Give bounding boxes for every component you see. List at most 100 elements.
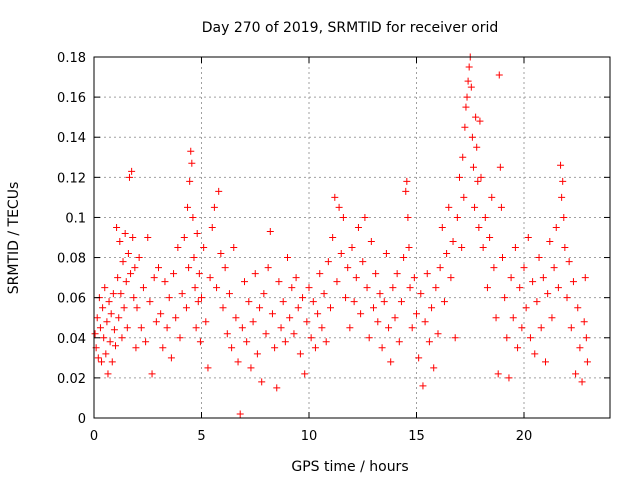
data-point (339, 213, 347, 221)
data-point (121, 229, 129, 237)
data-point (503, 334, 511, 342)
data-point (511, 244, 519, 252)
data-point (548, 314, 556, 322)
data-point (361, 213, 369, 221)
data-point (155, 264, 162, 272)
data-point (206, 274, 214, 282)
data-point (346, 324, 354, 332)
data-point (397, 298, 405, 306)
y-tick-label: 0.1 (65, 211, 86, 226)
data-point (264, 264, 272, 272)
data-point (174, 244, 182, 252)
data-point (236, 410, 244, 418)
data-point (109, 290, 117, 298)
plot-frame (93, 56, 611, 419)
data-point (531, 350, 539, 358)
data-point (213, 284, 221, 292)
chart-title: Day 270 of 2019, SRMTID for receiver ori… (202, 20, 499, 36)
data-point (518, 324, 526, 332)
y-tick-label: 0.02 (57, 372, 86, 387)
grid-lines (94, 57, 610, 418)
data-point (479, 244, 487, 252)
data-point (408, 324, 416, 332)
data-point (443, 250, 451, 258)
data-point (380, 298, 388, 306)
data-point (172, 314, 180, 322)
data-point (195, 270, 203, 278)
data-point (275, 278, 283, 286)
data-point (303, 318, 311, 326)
x-tick-label: 10 (301, 429, 318, 444)
data-point (419, 382, 427, 390)
data-point (253, 350, 261, 358)
data-point (471, 203, 479, 211)
data-point (421, 318, 429, 326)
data-point (483, 284, 491, 292)
data-point (182, 304, 190, 312)
data-point (193, 229, 201, 237)
data-point (459, 153, 467, 161)
data-point (417, 290, 425, 298)
data-point (496, 163, 504, 171)
data-point (576, 344, 584, 352)
data-point (533, 298, 541, 306)
data-point (178, 290, 186, 298)
data-point (378, 344, 386, 352)
data-point (423, 270, 431, 278)
data-point (271, 344, 279, 352)
data-point (453, 213, 461, 221)
data-point (481, 213, 489, 221)
data-point (135, 254, 143, 262)
data-point (425, 338, 433, 346)
data-point (526, 334, 534, 342)
data-point (105, 298, 113, 306)
data-point (318, 324, 326, 332)
data-point (405, 244, 413, 252)
data-point (403, 177, 411, 185)
data-point (363, 284, 371, 292)
data-point (163, 324, 171, 332)
data-point (260, 290, 268, 298)
data-point (230, 244, 238, 252)
data-point (365, 334, 373, 342)
data-point (100, 334, 108, 342)
data-point (357, 310, 365, 318)
data-point (194, 298, 202, 306)
data-point (404, 213, 412, 221)
data-point (402, 187, 410, 195)
data-point (170, 270, 178, 278)
data-point (428, 304, 436, 312)
data-point (130, 294, 138, 302)
data-point (451, 334, 459, 342)
data-point (337, 250, 345, 258)
data-point (176, 334, 184, 342)
data-point (324, 258, 332, 266)
data-point (322, 338, 330, 346)
data-point (462, 103, 470, 111)
data-point (247, 364, 255, 372)
data-point (292, 274, 300, 282)
data-point (188, 159, 196, 167)
data-point (189, 213, 197, 221)
data-point (544, 290, 552, 298)
data-point (474, 177, 482, 185)
data-point (465, 63, 473, 71)
data-point (430, 364, 438, 372)
data-point (445, 203, 453, 211)
data-point (436, 264, 444, 272)
y-tick-label: 0.12 (57, 171, 86, 186)
data-point (117, 290, 125, 298)
data-point (243, 338, 251, 346)
data-point (560, 213, 568, 221)
data-point (413, 310, 420, 318)
data-point (327, 304, 334, 312)
data-point (348, 244, 356, 252)
data-point (395, 338, 403, 346)
data-point (464, 77, 472, 85)
data-point (565, 258, 573, 266)
data-point (98, 358, 106, 366)
data-point (447, 274, 455, 282)
data-point (344, 264, 352, 272)
data-point (514, 344, 522, 352)
data-point (125, 173, 133, 181)
